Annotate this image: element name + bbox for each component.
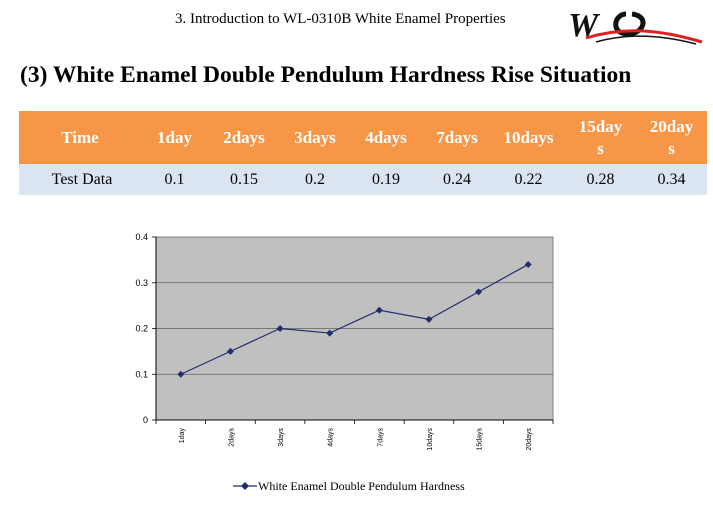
table-cell: 0.34 [636, 164, 707, 195]
x-tick-label: 15days [477, 428, 484, 451]
data-point [326, 329, 334, 337]
y-tick-label: 0 [143, 415, 148, 425]
header-text: 3. Introduction to WL-0310B White Enamel… [175, 11, 506, 27]
table-row-label: Test Data [19, 164, 141, 195]
wrapped-header-label: 15days [578, 116, 623, 158]
data-point [425, 315, 433, 323]
table-cell: 0.19 [350, 164, 422, 195]
hardness-data-table: Time 1day 2days 3days 4days 7days 10days… [19, 111, 707, 195]
table-header-cell: 2days [208, 111, 280, 164]
y-tick-label: 0.3 [135, 278, 148, 288]
table-cell: 0.28 [565, 164, 636, 195]
x-tick-label: 3days [278, 428, 285, 447]
x-tick-label: 2days [228, 428, 235, 447]
table-cell: 0.2 [280, 164, 350, 195]
wrapped-header-label: 20days [649, 116, 694, 158]
table-header-cell: 7days [422, 111, 492, 164]
data-point [226, 347, 234, 355]
table-cell: 0.22 [492, 164, 565, 195]
data-point [524, 260, 532, 268]
legend-label: White Enamel Double Pendulum Hardness [258, 478, 465, 493]
table-header-cell: 10days [492, 111, 565, 164]
x-tick-label: 7days [377, 428, 384, 447]
data-point [276, 325, 284, 332]
table-header-cell: 1day [141, 111, 208, 164]
x-tick-label: 20days [526, 428, 533, 451]
y-tick-label: 0.2 [135, 324, 148, 334]
table-header-cell: 4days [350, 111, 422, 164]
data-point [475, 288, 483, 296]
x-tick-label: 1day [179, 428, 186, 444]
table-header-cell: 20days [636, 111, 707, 164]
table-header-cell: Time [19, 111, 141, 164]
table-cell: 0.1 [141, 164, 208, 195]
data-point [177, 370, 185, 378]
svg-text:W: W [568, 7, 601, 44]
x-tick-label: 10days [427, 428, 434, 451]
chart-legend: White Enamel Double Pendulum Hardness [232, 478, 465, 494]
table-header-cell: 15days [565, 111, 636, 164]
company-logo: W [568, 7, 703, 45]
table-header-row: Time 1day 2days 3days 4days 7days 10days… [19, 111, 707, 164]
page-title: (3) White Enamel Double Pendulum Hardnes… [20, 62, 632, 88]
y-tick-label: 0.1 [135, 369, 148, 379]
hardness-line-chart: 0 0.1 0.2 0.3 0.4 1day 2days 3days 4days 7days 10d… [135, 232, 554, 451]
table-cell: 0.15 [208, 164, 280, 195]
table-header-cell: 3days [280, 111, 350, 164]
legend-line-marker-icon [233, 482, 257, 490]
y-tick-label: 0.4 [135, 232, 148, 242]
table-row: Test Data 0.1 0.15 0.2 0.19 0.24 0.22 0.… [19, 164, 707, 195]
series-line [180, 263, 529, 375]
x-tick-label: 4days [328, 428, 335, 447]
table-cell: 0.24 [422, 164, 492, 195]
data-point [375, 306, 383, 314]
